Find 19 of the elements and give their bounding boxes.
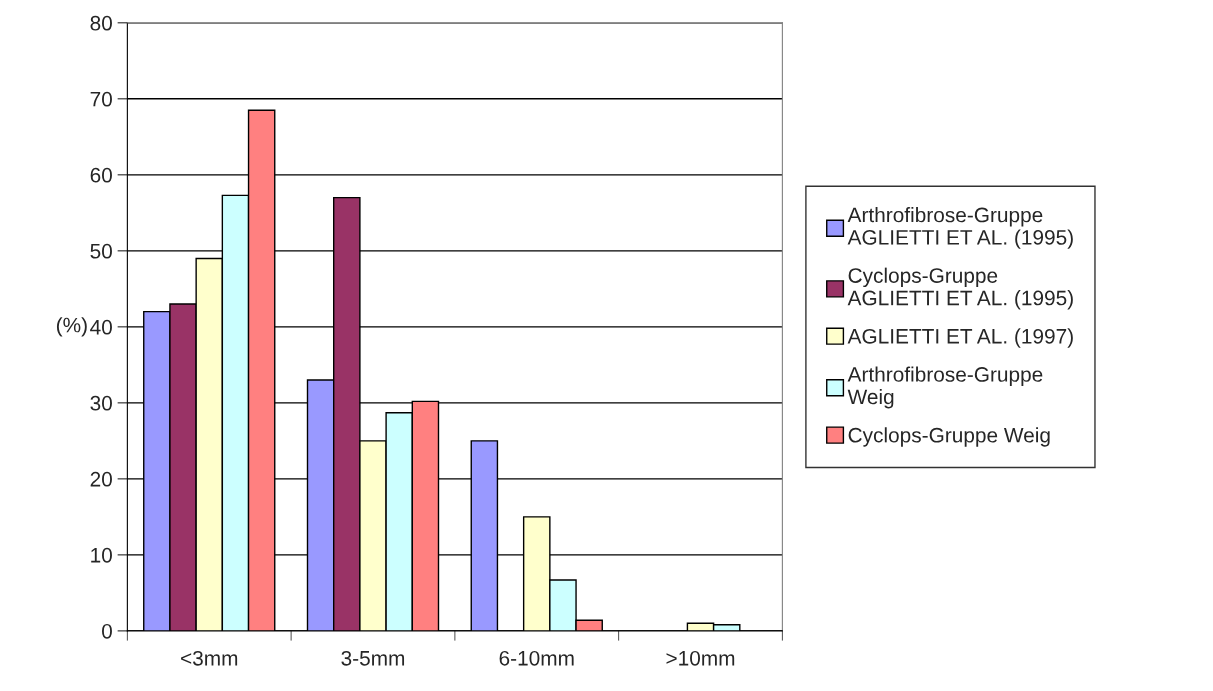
y-tick-label: 10 — [91, 547, 112, 563]
y-tick-label: 30 — [90, 395, 112, 411]
legend-label: Cyclops-Gruppe AGLIETTI ET AL. (1995) — [847, 267, 1073, 310]
y-axis-title: (%) — [56, 317, 87, 337]
x-tick-label: >10mm — [666, 650, 735, 666]
x-tick-label: 3-5mm — [341, 650, 405, 666]
y-tick-label: 80 — [90, 15, 112, 31]
y-tick-label: 50 — [90, 243, 112, 259]
y-tick-label: 70 — [90, 91, 112, 107]
x-tick-label: 6-10mm — [499, 650, 574, 666]
y-tick-label: 0 — [102, 623, 112, 639]
y-tick-label: 60 — [90, 167, 112, 183]
legend-label: AGLIETTI ET AL. (1997) — [847, 328, 1073, 348]
x-tick-label: <3mm — [181, 650, 238, 666]
y-tick-label: 20 — [90, 471, 112, 487]
legend-label: Arthrofibrose-Gruppe AGLIETTI ET AL. (1995) — [847, 207, 1073, 249]
legend-label: Arthrofibrose-Gruppe Weig — [847, 366, 1043, 409]
legend-label: Cyclops-Gruppe Weig — [848, 427, 1050, 447]
y-tick-label: 40 — [90, 319, 112, 335]
